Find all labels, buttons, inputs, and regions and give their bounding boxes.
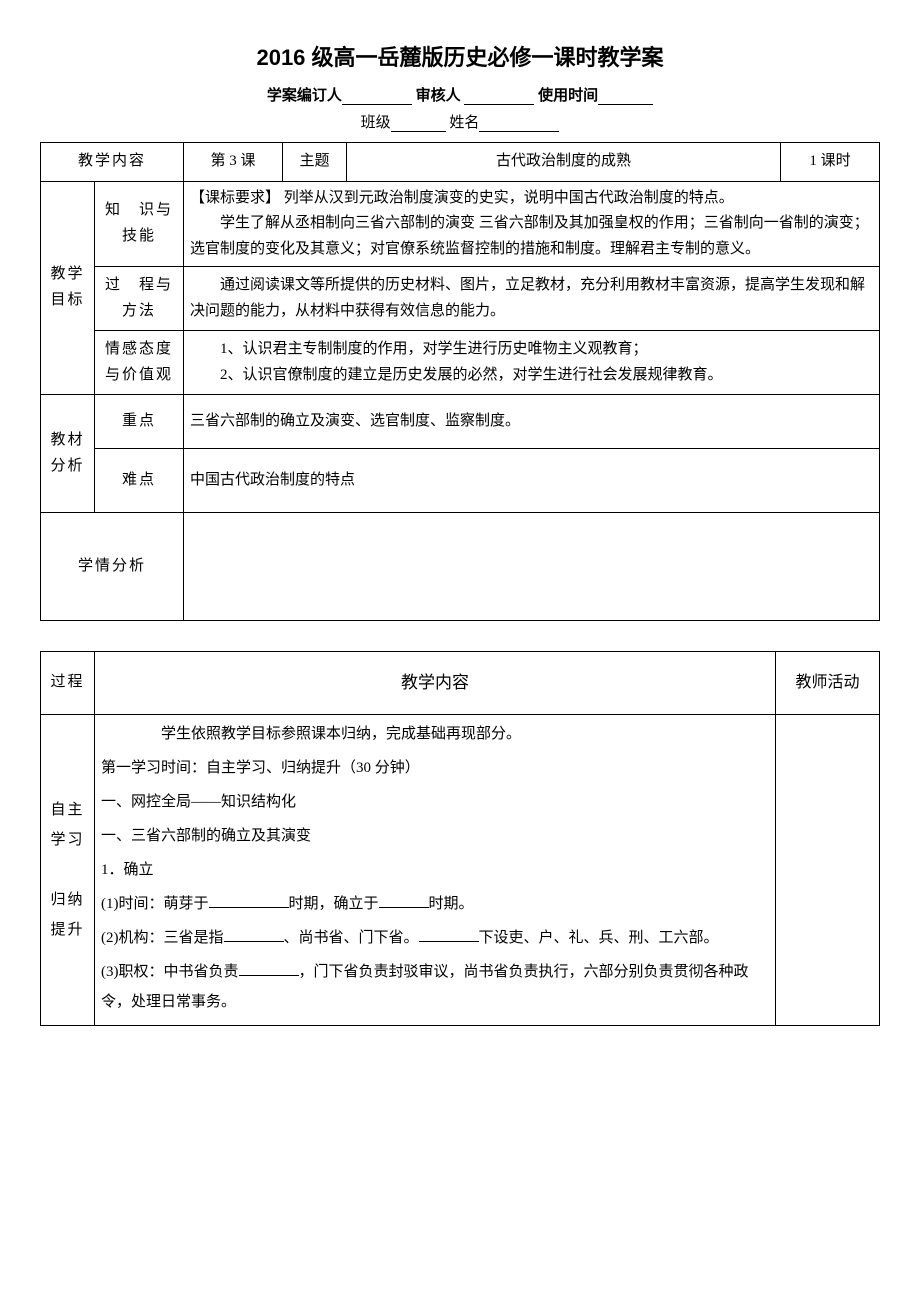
doc-title: 2016 级高一岳麓版历史必修一课时教学案 — [40, 40, 880, 72]
student-analysis-label: 学情分析 — [41, 513, 184, 621]
teacher-activity-cell — [776, 715, 880, 1026]
keypoint-label: 重点 — [95, 395, 184, 449]
name-blank — [479, 115, 559, 132]
blank — [239, 961, 299, 976]
reviewer-blank — [464, 88, 534, 105]
table-row: 情感态度与价值观 1、认识君主专制制度的作用，对学生进行历史唯物主义观教育； 2… — [41, 331, 880, 395]
table-row: 教材分析 重点 三省六部制的确立及演变、选官制度、监察制度。 — [41, 395, 880, 449]
editor-blank — [342, 88, 412, 105]
main-table-2: 过程 教学内容 教师活动 自主学习 归纳提升 学生依照教学目标参照课本归纳，完成… — [40, 651, 880, 1026]
lesson-number: 第 3 课 — [184, 143, 283, 182]
class-blank — [391, 115, 446, 132]
side-1: 自主学习 — [50, 802, 84, 848]
table-row: 教学目标 知 识与技能 【课标要求】 列举从汉到元政治制度演变的史实，说明中国古… — [41, 181, 880, 267]
table-row: 过程 教学内容 教师活动 — [41, 652, 880, 715]
meta-line-2: 班级 姓名 — [40, 111, 880, 132]
q1b-pre: (2)机构：三省是指 — [101, 930, 224, 946]
teacher-activity-label: 教师活动 — [776, 652, 880, 715]
side-label: 自主学习 归纳提升 — [41, 715, 95, 1026]
table-row: 过 程与方法 通过阅读课文等所提供的历史材料、图片，立足教材，充分利用教材丰富资… — [41, 267, 880, 331]
q1b-mid: 、尚书省、门下省。 — [284, 930, 419, 946]
knowledge-text: 【课标要求】 列举从汉到元政治制度演变的史实，说明中国古代政治制度的特点。 学生… — [184, 181, 880, 267]
side-2: 归纳提升 — [50, 892, 84, 938]
topic-label: 主题 — [283, 143, 347, 182]
topic-text: 古代政治制度的成熟 — [347, 143, 781, 182]
q1a-pre: (1)时间：萌芽于 — [101, 896, 209, 912]
blank — [209, 893, 289, 908]
q1c-pre: (3)职权：中书省负责 — [101, 964, 239, 980]
body-q1: 1．确立 — [101, 855, 769, 885]
editor-label: 学案编订人 — [267, 88, 342, 104]
table-row: 教学内容 第 3 课 主题 古代政治制度的成熟 1 课时 — [41, 143, 880, 182]
values-label: 情感态度与价值观 — [95, 331, 184, 395]
name-label: 姓名 — [449, 115, 479, 131]
blank — [379, 893, 429, 908]
body-q1b: (2)机构：三省是指 、尚书省、门下省。 下设吏、户、礼、兵、刑、工六部。 — [101, 923, 769, 953]
body-q1c: (3)职权：中书省负责，门下省负责封驳审议，尚书省负责执行，六部分别负责贯彻各种… — [101, 957, 769, 1017]
q1b-end: 下设吏、户、礼、兵、刑、工六部。 — [479, 930, 719, 946]
process-label: 过 程与方法 — [95, 267, 184, 331]
teach-content-label: 教学内容 — [41, 143, 184, 182]
student-analysis-blank — [184, 513, 880, 621]
knowledge-label: 知 识与技能 — [95, 181, 184, 267]
body-q1a: (1)时间：萌芽于 时期，确立于 时期。 — [101, 889, 769, 919]
body-line-1-text: 第一学习时间：自主学习、归纳提升（30 分钟） — [101, 760, 420, 776]
body-content: 学生依照教学目标参照课本归纳，完成基础再现部分。 第一学习时间：自主学习、归纳提… — [95, 715, 776, 1026]
table-row: 学情分析 — [41, 513, 880, 621]
keypoint-text: 三省六部制的确立及演变、选官制度、监察制度。 — [184, 395, 880, 449]
table-row: 自主学习 归纳提升 学生依照教学目标参照课本归纳，完成基础再现部分。 第一学习时… — [41, 715, 880, 1026]
process-column-label: 过程 — [41, 652, 95, 715]
q1a-mid: 时期，确立于 — [289, 896, 379, 912]
body-line-3: 一、三省六部制的确立及其演变 — [101, 821, 769, 851]
values-text: 1、认识君主专制制度的作用，对学生进行历史唯物主义观教育； 2、认识官僚制度的建… — [184, 331, 880, 395]
content-column-label: 教学内容 — [95, 652, 776, 715]
usedate-label: 使用时间 — [538, 88, 598, 104]
blank — [419, 927, 479, 942]
q1a-end: 时期。 — [429, 896, 474, 912]
body-line-2: 一、网控全局——知识结构化 — [101, 787, 769, 817]
body-intro: 学生依照教学目标参照课本归纳，完成基础再现部分。 — [101, 719, 769, 749]
usedate-blank — [598, 88, 653, 105]
class-label: 班级 — [361, 115, 391, 131]
material-analysis-label: 教材分析 — [41, 395, 95, 513]
goals-label: 教学目标 — [41, 181, 95, 395]
table-row: 难点 中国古代政治制度的特点 — [41, 449, 880, 513]
blank — [224, 927, 284, 942]
duration: 1 课时 — [781, 143, 880, 182]
main-table-1: 教学内容 第 3 课 主题 古代政治制度的成熟 1 课时 教学目标 知 识与技能… — [40, 142, 880, 621]
body-line-1: 第一学习时间：自主学习、归纳提升（30 分钟） — [101, 753, 769, 783]
reviewer-label: 审核人 — [416, 88, 461, 104]
process-text: 通过阅读课文等所提供的历史材料、图片，立足教材，充分利用教材丰富资源，提高学生发… — [184, 267, 880, 331]
difficulty-text: 中国古代政治制度的特点 — [184, 449, 880, 513]
meta-line-1: 学案编订人 审核人 使用时间 — [40, 84, 880, 105]
difficulty-label: 难点 — [95, 449, 184, 513]
